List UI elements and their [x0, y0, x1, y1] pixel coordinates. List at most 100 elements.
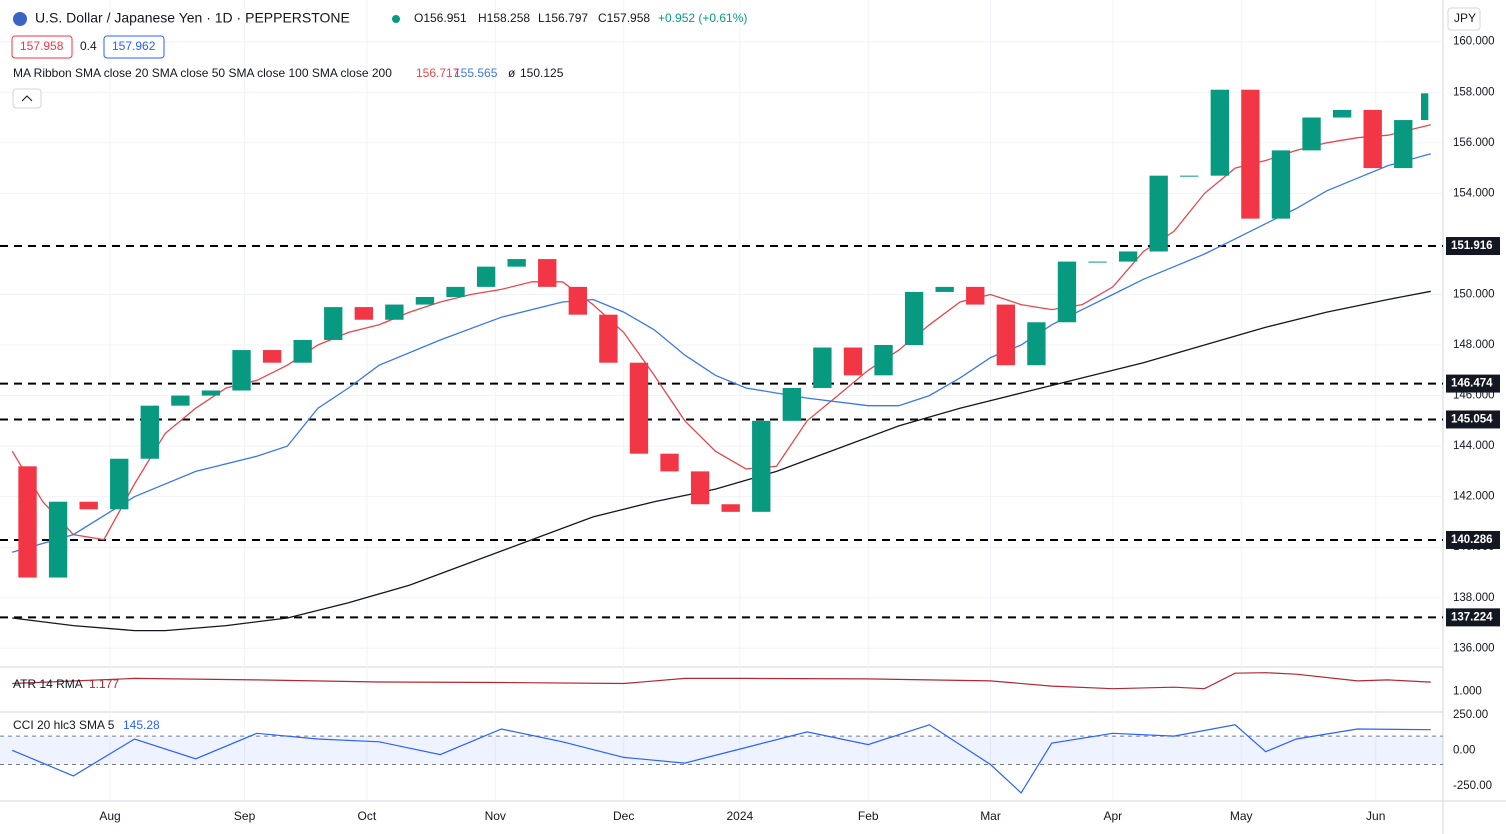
candle: [324, 307, 343, 340]
atr-line: [12, 672, 1431, 690]
candle: [446, 286, 465, 297]
cci-tick-label: 0.00: [1453, 744, 1475, 756]
candle: [140, 405, 159, 459]
candle: [293, 339, 312, 363]
candle: [538, 259, 557, 287]
candle: [813, 347, 832, 388]
ma-value: 156.717: [416, 66, 460, 80]
candle: [1271, 150, 1291, 219]
candle: [79, 501, 98, 510]
ma-value: 150.125: [520, 66, 564, 80]
atr-name: ATR 14 RMA: [13, 677, 83, 691]
level-label-box: [1446, 237, 1500, 256]
level-label: 137.224: [1451, 611, 1493, 623]
candle: [415, 296, 435, 305]
ohlc-open: O156.951: [414, 11, 467, 25]
level-label-box: [1446, 530, 1500, 549]
y-tick-label: 146.000: [1453, 390, 1495, 402]
y-tick-label: 148.000: [1453, 339, 1495, 351]
y-tick-label: 158.000: [1453, 86, 1495, 98]
ask-price[interactable]: 157.962: [112, 39, 156, 53]
x-tick-label: Apr: [1103, 809, 1122, 823]
x-tick-label: May: [1230, 809, 1253, 823]
candle: [721, 504, 740, 512]
y-tick-label: 160.000: [1453, 36, 1495, 48]
ohlc-change: +0.952 (+0.61%): [658, 11, 747, 25]
y-tick-label: 142.000: [1453, 491, 1495, 503]
cci-tick-label: -250.00: [1453, 780, 1492, 792]
candle: [660, 453, 679, 472]
x-tick-label: Jun: [1366, 809, 1385, 823]
level-label: 146.474: [1451, 378, 1493, 390]
ohlc-low: L156.797: [538, 11, 588, 25]
candle: [996, 304, 1015, 366]
ma-legend: MA Ribbon SMA close 20 SMA close 50 SMA …: [13, 66, 392, 80]
candle: [507, 259, 526, 267]
candle: [1394, 120, 1413, 169]
currency-box[interactable]: [1447, 7, 1481, 31]
symbol-icon: [13, 12, 27, 26]
ohlc-close: C157.958: [598, 11, 650, 25]
y-tick-label: 138.000: [1453, 592, 1495, 604]
cci-name: CCI 20 hlc3 SMA 5: [13, 718, 115, 732]
level-label: 140.286: [1451, 534, 1493, 546]
candle: [874, 345, 893, 376]
collapse-icon[interactable]: [21, 95, 33, 102]
bid-price[interactable]: 157.958: [20, 39, 64, 53]
candle: [1302, 117, 1321, 151]
market-status: [392, 15, 400, 23]
candle: [1241, 89, 1260, 219]
candle: [1332, 109, 1352, 118]
candle: [262, 350, 282, 363]
cci-band: [0, 736, 1443, 765]
sell-box[interactable]: [11, 35, 73, 59]
candle: [385, 304, 404, 320]
level-label-box: [1446, 410, 1500, 429]
x-tick-label: 2024: [726, 809, 753, 823]
buy-box[interactable]: [103, 35, 165, 59]
candle: [232, 350, 251, 391]
y-tick-label: 136.000: [1453, 642, 1495, 654]
candle: [568, 286, 587, 315]
candle: [904, 291, 924, 346]
ma-value: 155.565: [454, 66, 498, 80]
candle: [843, 347, 863, 376]
candle: [1057, 261, 1077, 323]
level-label-box: [1446, 608, 1500, 627]
candle: [690, 471, 710, 505]
ohlc-high: H158.258: [478, 11, 530, 25]
x-tick-label: Sep: [234, 809, 256, 823]
candle: [110, 458, 129, 510]
candle: [18, 466, 37, 578]
candle: [1210, 89, 1229, 176]
spread: 0.4: [80, 39, 97, 53]
currency[interactable]: JPY: [1454, 11, 1476, 25]
atr-tick-label: 1.000: [1453, 685, 1482, 697]
y-tick-label: 156.000: [1453, 137, 1495, 149]
level-label: 145.054: [1451, 413, 1493, 425]
x-tick-label: Mar: [980, 809, 1001, 823]
candle: [171, 395, 190, 406]
candle: [1420, 93, 1429, 121]
candle: [354, 307, 373, 320]
candle: [966, 286, 985, 305]
collapse-button[interactable]: [12, 88, 42, 109]
candle: [201, 390, 221, 396]
candle: [1118, 251, 1138, 262]
x-tick-label: Feb: [858, 809, 879, 823]
ma-line: [12, 153, 1431, 553]
x-tick-label: Dec: [613, 809, 634, 823]
y-tick-label: 150.000: [1453, 288, 1495, 300]
level-label: 151.916: [1451, 240, 1493, 252]
x-tick-label: Aug: [99, 809, 120, 823]
ma-line: [12, 290, 1431, 632]
atr-value: 1.177: [89, 677, 119, 691]
candle: [782, 387, 801, 421]
candle: [1363, 109, 1382, 169]
candle: [629, 362, 649, 454]
candle: [752, 420, 771, 512]
candle: [1149, 175, 1168, 252]
candle: [476, 266, 496, 287]
